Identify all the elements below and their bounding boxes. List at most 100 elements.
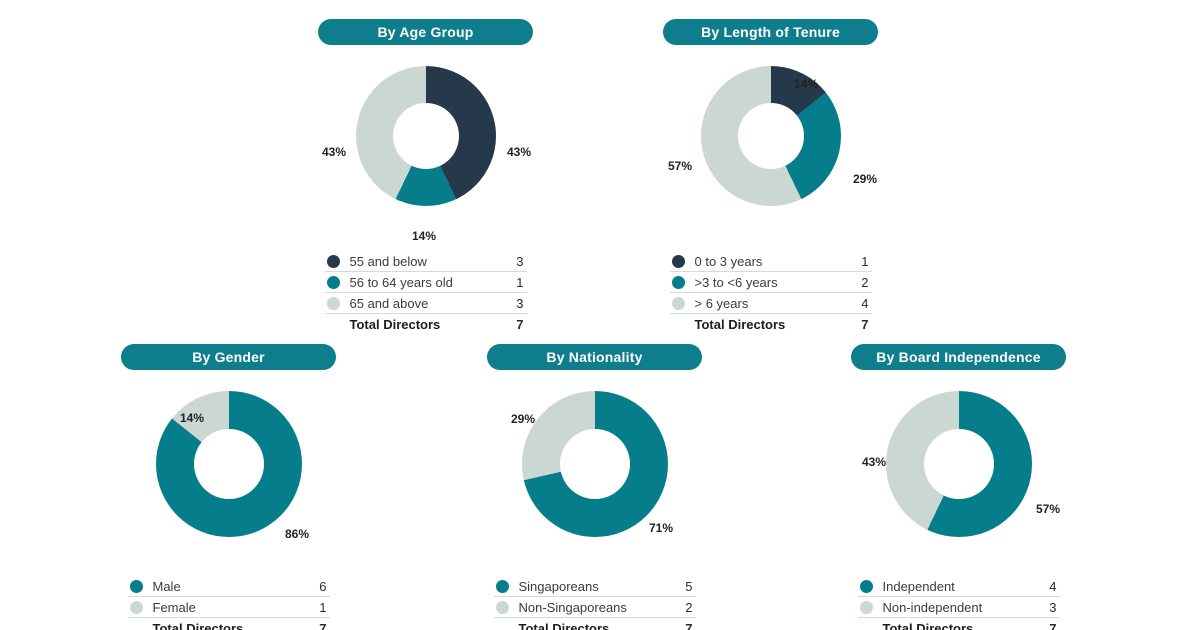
legend-label: Independent	[882, 578, 955, 594]
donut-hole	[193, 429, 264, 499]
donut-area: 14% 29% 57%	[663, 66, 878, 251]
legend-dot	[859, 579, 873, 593]
slice-percent-label: 86%	[284, 527, 310, 541]
donut-area: 86% 14%	[121, 391, 336, 576]
legend-value: 6	[319, 578, 327, 594]
legend-total-row: Total Directors 7	[325, 314, 527, 335]
legend-value: 1	[861, 253, 869, 269]
chart-by-board-independence: By Board Independence 57% 43% Independen…	[851, 344, 1066, 630]
chart-title-pill: By Age Group	[318, 19, 533, 45]
legend-dot	[326, 296, 340, 310]
slice-percent-label: 14%	[793, 77, 819, 91]
donut-hole	[923, 429, 994, 499]
legend-row: 65 and above 3	[324, 293, 527, 314]
legend-row: 55 and below 3	[324, 251, 527, 272]
legend-row: Female 1	[127, 597, 330, 618]
total-value: 7	[516, 317, 524, 332]
legend-row: >3 to <6 years 2	[669, 272, 872, 293]
donut-hole	[392, 103, 459, 169]
slice-percent-label: 43%	[321, 145, 347, 159]
slice-percent-label: 57%	[1035, 502, 1061, 516]
donut-chart-nationality	[521, 391, 668, 537]
legend-dot	[326, 275, 340, 289]
slice-percent-label: 29%	[510, 412, 536, 426]
slice-percent-label: 14%	[411, 229, 437, 243]
legend-total-row: Total Directors 7	[494, 618, 696, 630]
legend-dot	[859, 600, 873, 614]
legend-row: Non-Singaporeans 2	[493, 597, 696, 618]
total-label: Total Directors	[694, 317, 786, 332]
legend-label: 56 to 64 years old	[349, 274, 453, 290]
legend-value: 1	[516, 274, 524, 290]
donut-chart-tenure	[700, 66, 841, 206]
legend-total-row: Total Directors 7	[858, 618, 1060, 630]
donut-area: 43% 14% 43%	[318, 66, 533, 251]
chart-title: By Age Group	[377, 24, 474, 40]
legend-label: Non-independent	[882, 599, 983, 615]
legend-row: Non-independent 3	[857, 597, 1060, 618]
total-label: Total Directors	[882, 621, 974, 630]
chart-title-pill: By Board Independence	[851, 344, 1066, 370]
legend-row: Male 6	[127, 576, 330, 597]
legend-label: Non-Singaporeans	[518, 599, 627, 615]
legend-value: 3	[1049, 599, 1057, 615]
legend-row: 56 to 64 years old 1	[324, 272, 527, 293]
legend-dot	[671, 275, 685, 289]
chart-by-age-group: By Age Group 43% 14% 43% 55 and below 3 …	[318, 19, 533, 335]
legend: 55 and below 3 56 to 64 years old 1 65 a…	[324, 251, 527, 335]
slice-percent-label: 29%	[852, 172, 878, 186]
legend-total-row: Total Directors 7	[128, 618, 330, 630]
donut-area: 71% 29%	[487, 391, 702, 576]
slice-percent-label: 71%	[648, 521, 674, 535]
chart-title: By Nationality	[546, 349, 643, 365]
donut-area: 57% 43%	[851, 391, 1066, 576]
total-label: Total Directors	[518, 621, 610, 630]
slice-percent-label: 43%	[861, 455, 887, 469]
chart-title: By Gender	[192, 349, 265, 365]
legend-label: Female	[152, 599, 196, 615]
legend: Singaporeans 5 Non-Singaporeans 2 Total …	[493, 576, 696, 630]
legend-label: > 6 years	[694, 295, 749, 311]
legend: Male 6 Female 1 Total Directors 7	[127, 576, 330, 630]
donut-hole	[559, 429, 630, 499]
chart-title-pill: By Gender	[121, 344, 336, 370]
legend-label: >3 to <6 years	[694, 274, 778, 290]
legend-dot	[129, 579, 143, 593]
total-value: 7	[685, 621, 693, 630]
legend-dot	[326, 254, 340, 268]
total-label: Total Directors	[349, 317, 441, 332]
legend-value: 5	[685, 578, 693, 594]
legend-value: 3	[516, 253, 524, 269]
legend-label: Singaporeans	[518, 578, 599, 594]
legend-label: 0 to 3 years	[694, 253, 763, 269]
legend-label: 55 and below	[349, 253, 427, 269]
legend-value: 2	[685, 599, 693, 615]
total-value: 7	[1049, 621, 1057, 630]
legend-total-row: Total Directors 7	[670, 314, 872, 335]
legend: Independent 4 Non-independent 3 Total Di…	[857, 576, 1060, 630]
slice-percent-label: 57%	[667, 159, 693, 173]
chart-title-pill: By Length of Tenure	[663, 19, 878, 45]
legend: 0 to 3 years 1 >3 to <6 years 2 > 6 year…	[669, 251, 872, 335]
chart-title: By Length of Tenure	[701, 24, 840, 40]
slice-percent-label: 14%	[179, 411, 205, 425]
legend-dot	[129, 600, 143, 614]
legend-value: 1	[319, 599, 327, 615]
slice-percent-label: 43%	[506, 145, 532, 159]
chart-by-gender: By Gender 86% 14% Male 6 Female 1 Total …	[121, 344, 336, 630]
legend-row: 0 to 3 years 1	[669, 251, 872, 272]
total-value: 7	[861, 317, 869, 332]
total-label: Total Directors	[152, 621, 244, 630]
chart-title-pill: By Nationality	[487, 344, 702, 370]
legend-value: 4	[861, 295, 869, 311]
legend-label: Male	[152, 578, 181, 594]
donut-chart-independence	[885, 391, 1032, 537]
legend-row: > 6 years 4	[669, 293, 872, 314]
legend-dot	[495, 579, 509, 593]
legend-value: 3	[516, 295, 524, 311]
legend-row: Singaporeans 5	[493, 576, 696, 597]
donut-hole	[737, 103, 804, 169]
legend-dot	[495, 600, 509, 614]
legend-label: 65 and above	[349, 295, 429, 311]
